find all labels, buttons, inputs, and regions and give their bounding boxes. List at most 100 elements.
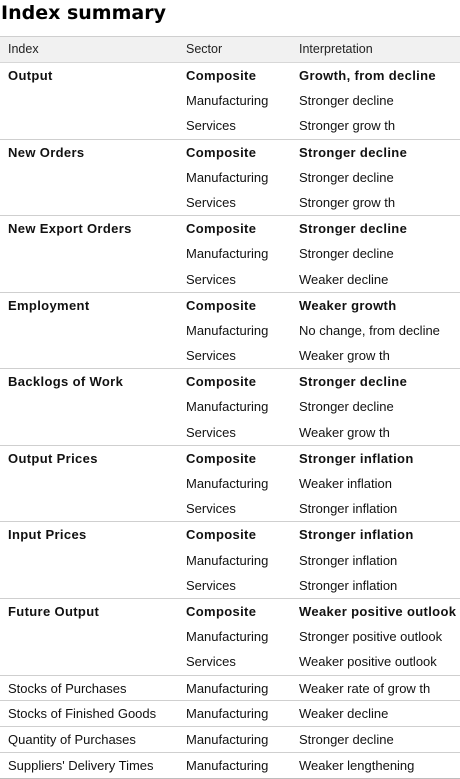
sector-cell: Composite [186,68,257,83]
sector-cell: Manufacturing [186,758,269,774]
interpretation-cell: Stronger inflation [299,450,414,466]
index-group-output-prices: Output Prices Composite Stronger inflati… [0,446,460,523]
table-row: Services Stronger grow th [0,190,460,215]
interpretation-cell: Weaker rate of grow th [299,680,431,696]
index-group-input-prices: Input Prices Composite Stronger inflatio… [0,522,460,599]
interpretation-cell: Stronger inflation [299,527,414,543]
sector-cell: Services [186,118,236,134]
index-name: New Export Orders [8,221,132,237]
table-row: Stocks of Finished Goods Manufacturing W… [0,701,460,726]
index-summary-table: Index Sector Interpretation Output Compo… [0,36,460,779]
sector-cell: Manufacturing [186,732,269,748]
index-group-new-orders: New Orders Composite Stronger decline Ma… [0,140,460,217]
index-group-stocks-of-finished-goods: Stocks of Finished Goods Manufacturing W… [0,701,460,728]
index-name: Suppliers' Delivery Times [8,758,154,774]
table-row: Manufacturing Stronger decline [0,165,460,190]
table-row: Services Stronger inflation [0,496,460,521]
index-name: Input Prices [8,527,87,543]
interpretation-cell: Growth, from decline [299,68,437,83]
index-name: Output Prices [8,450,98,466]
index-name: New Orders [8,144,85,160]
sector-cell: Manufacturing [186,476,269,491]
table-row: Output Prices Composite Stronger inflati… [0,446,460,471]
sector-cell: Manufacturing [186,706,269,722]
interpretation-cell: Stronger decline [299,399,394,415]
header-sector: Sector [186,42,223,56]
interpretation-cell: Weaker positive outlook [299,654,437,670]
interpretation-cell: Stronger inflation [299,501,398,517]
index-group-quantity-of-purchases: Quantity of Purchases Manufacturing Stro… [0,727,460,754]
interpretation-cell: Stronger decline [299,374,408,390]
interpretation-cell: Stronger decline [299,144,408,160]
sector-cell: Services [186,271,236,287]
index-group-output: Output Composite Growth, from decline Ma… [0,63,460,140]
sector-cell: Manufacturing [186,246,269,262]
sector-cell: Manufacturing [186,93,269,109]
index-group-new-export-orders: New Export Orders Composite Stronger dec… [0,216,460,293]
table-row: Suppliers' Delivery Times Manufacturing … [0,753,460,778]
interpretation-cell: Stronger decline [299,169,394,185]
index-name: Backlogs of Work [8,374,124,390]
table-row: Output Composite Growth, from decline [0,63,460,88]
index-group-stocks-of-purchases: Stocks of Purchases Manufacturing Weaker… [0,676,460,702]
index-group-backlogs-of-work: Backlogs of Work Composite Stronger decl… [0,369,460,446]
sector-cell: Composite [186,450,257,466]
table-row: Input Prices Composite Stronger inflatio… [0,522,460,547]
table-header: Index Sector Interpretation [0,36,460,63]
sector-cell: Manufacturing [186,552,269,568]
index-group-employment: Employment Composite Weaker growth Manuf… [0,293,460,370]
table-row: Services Stronger inflation [0,573,460,598]
table-row: Services Weaker positive outlook [0,649,460,674]
interpretation-cell: Weaker inflation [299,476,392,491]
header-index: Index [8,42,39,56]
table-row: New Orders Composite Stronger decline [0,140,460,165]
sector-cell: Services [186,194,236,210]
interpretation-cell: Weaker positive outlook [299,603,457,619]
table-row: Future Output Composite Weaker positive … [0,599,460,624]
table-row: Services Weaker decline [0,267,460,292]
interpretation-cell: Stronger decline [299,93,394,109]
table-row: Employment Composite Weaker growth [0,293,460,318]
sector-cell: Manufacturing [186,399,269,415]
table-row: Backlogs of Work Composite Stronger decl… [0,369,460,394]
interpretation-cell: Stronger grow th [299,118,396,134]
sector-cell: Composite [186,374,257,390]
sector-cell: Manufacturing [186,169,269,185]
interpretation-cell: Weaker lengthening [299,758,415,774]
interpretation-cell: Stronger decline [299,246,394,262]
page-title: Index summary [1,2,166,24]
sector-cell: Composite [186,144,257,160]
sector-cell: Services [186,501,236,517]
table-row: Quantity of Purchases Manufacturing Stro… [0,727,460,752]
sector-cell: Composite [186,221,257,237]
interpretation-cell: Stronger inflation [299,552,398,568]
sector-cell: Services [186,577,236,593]
table-row: New Export Orders Composite Stronger dec… [0,216,460,241]
sector-cell: Composite [186,603,257,619]
table-row: Manufacturing Stronger decline [0,241,460,266]
interpretation-cell: Stronger positive outlook [299,629,443,645]
interpretation-cell: Weaker grow th [299,424,390,440]
interpretation-cell: Weaker growth [299,297,397,313]
sector-cell: Manufacturing [186,322,269,338]
index-name: Stocks of Finished Goods [8,706,157,722]
index-name: Stocks of Purchases [8,680,127,696]
interpretation-cell: Stronger decline [299,732,394,748]
interpretation-cell: Weaker decline [299,706,389,722]
interpretation-cell: Stronger inflation [299,577,398,593]
interpretation-cell: Stronger grow th [299,194,396,210]
header-interpretation: Interpretation [299,42,373,56]
sector-cell: Manufacturing [186,629,269,645]
table-row: Services Stronger grow th [0,113,460,138]
table-row: Services Weaker grow th [0,343,460,368]
sector-cell: Composite [186,527,257,543]
interpretation-cell: Weaker decline [299,271,389,287]
index-name: Future Output [8,603,100,619]
sector-cell: Services [186,348,236,364]
interpretation-cell: Weaker grow th [299,348,390,364]
table-row: Manufacturing Weaker inflation [0,471,460,496]
table-row: Manufacturing Stronger inflation [0,548,460,573]
index-name: Employment [8,297,90,313]
sector-cell: Composite [186,297,257,313]
index-name: Output [8,68,53,83]
